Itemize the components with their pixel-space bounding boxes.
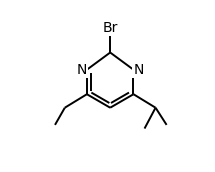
Text: N: N: [134, 63, 144, 77]
Text: N: N: [77, 63, 87, 77]
Text: Br: Br: [103, 21, 118, 35]
